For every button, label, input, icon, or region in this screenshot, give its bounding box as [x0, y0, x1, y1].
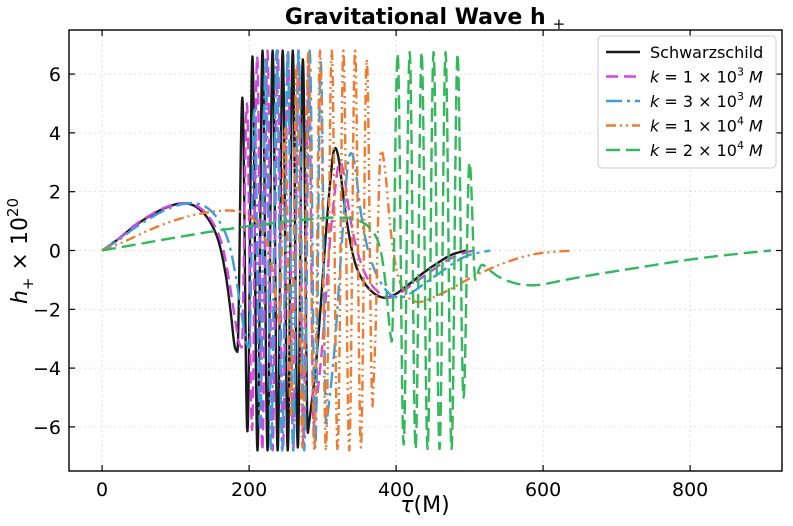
x-tick-label: 800: [672, 479, 708, 501]
legend-entries: Schwarzschild k = 1 × 103 M k = 3 × 103 M k…: [606, 43, 763, 160]
legend-label: k = 1 × 103 M: [650, 66, 763, 87]
legend-label: k = 2 × 104 M: [650, 139, 763, 160]
legend-label: k = 1 × 104 M: [650, 115, 763, 136]
legend-label: Schwarzschild: [650, 43, 763, 62]
x-tick-label: 0: [96, 479, 108, 501]
y-tick-label: 4: [49, 123, 61, 145]
x-axis-ticks: 0 200 400 600 800: [96, 30, 708, 501]
legend: Schwarzschild k = 1 × 103 M k = 3 × 103 M k…: [597, 35, 777, 169]
y-axis-ticks: −6 −4 −2 0 2 4 6: [33, 64, 782, 439]
y-tick-label: −4: [33, 358, 61, 380]
x-tick-label: 600: [525, 479, 561, 501]
y-axis-label: h+ × 1020: [4, 198, 37, 304]
legend-box: [597, 35, 777, 169]
series-line-5: [101, 50, 772, 451]
y-tick-label: −6: [33, 417, 61, 439]
chart-title: Gravitational Wave h +: [285, 5, 565, 33]
y-tick-label: 0: [49, 241, 61, 263]
legend-label: k = 3 × 103 M: [650, 90, 763, 111]
x-axis-label: τ(M): [400, 493, 449, 518]
y-tick-label: 2: [49, 182, 61, 204]
x-tick-label: 400: [378, 479, 414, 501]
x-tick-label: 200: [231, 479, 267, 501]
y-tick-label: 6: [49, 64, 61, 86]
series-layer: [101, 49, 772, 452]
y-tick-label: −2: [33, 299, 61, 321]
